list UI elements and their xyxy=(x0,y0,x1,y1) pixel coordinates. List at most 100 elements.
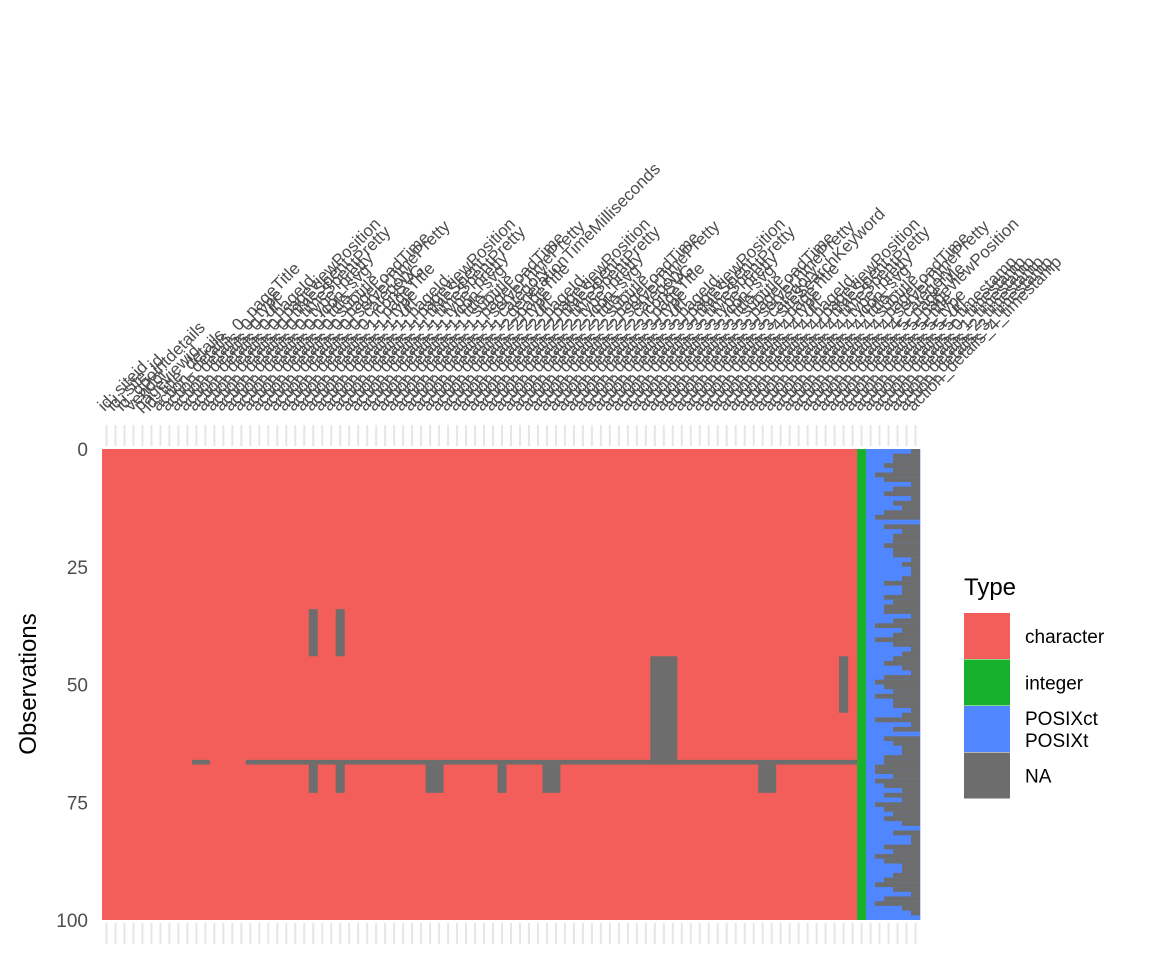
legend: Type character integer POSIXct POSIXt NA xyxy=(964,574,1105,799)
missing-row-segment xyxy=(884,609,920,614)
data-cells xyxy=(102,449,921,920)
missing-row-segment xyxy=(893,642,920,647)
missing-row-segment xyxy=(875,769,920,774)
missing-row-segment xyxy=(884,755,920,760)
y-axis-ticks: 0 25 50 75 100 xyxy=(56,440,88,932)
missing-block xyxy=(497,764,507,793)
missing-row-segment xyxy=(902,562,920,567)
missing-row-segment xyxy=(902,665,920,671)
legend-label-line: NA xyxy=(1025,767,1052,788)
missing-row-segment xyxy=(884,858,920,864)
missing-row-segment xyxy=(884,524,920,530)
missing-row-segment xyxy=(911,496,920,501)
missing-row-segment xyxy=(893,500,920,506)
missing-row-segment xyxy=(893,618,920,624)
missing-row-segment xyxy=(875,778,920,784)
missing-row-segment xyxy=(902,505,920,511)
legend-label-line: character xyxy=(1025,627,1105,648)
missing-row-segment xyxy=(911,449,920,454)
missing-row-segment xyxy=(884,806,920,812)
missing-row-segment xyxy=(902,576,920,581)
missing-row-segment xyxy=(875,764,920,770)
missing-row-segment xyxy=(911,646,920,652)
missing-block xyxy=(542,764,561,793)
missing-row-segment xyxy=(884,477,920,482)
missing-row-segment xyxy=(893,773,920,779)
missing-row-segment xyxy=(911,708,920,713)
missing-row-segment xyxy=(884,877,920,883)
missing-row-segment xyxy=(875,514,920,520)
missing-row-segment xyxy=(911,557,920,563)
missing-row-segment xyxy=(884,783,920,789)
missing-row-segment xyxy=(875,679,920,685)
legend-items: character integer POSIXct POSIXt NA xyxy=(964,613,1105,799)
missing-row-segment xyxy=(911,835,920,840)
y-tick-label: 50 xyxy=(67,676,88,697)
missing-row-segment xyxy=(911,571,920,577)
legend-label: NA xyxy=(1025,767,1052,788)
y-tick-label: 25 xyxy=(67,558,88,579)
missing-row-segment xyxy=(902,788,920,793)
missing-row-segment xyxy=(893,689,920,694)
missing-row-segment xyxy=(893,887,920,892)
legend-label-line: POSIXt xyxy=(1025,731,1089,752)
missing-row-segment xyxy=(902,868,920,873)
missing-row-segment xyxy=(902,821,920,826)
missing-row-segment xyxy=(902,712,920,718)
missing-row-segment xyxy=(893,741,920,746)
missing-row-segment xyxy=(884,896,920,902)
missing-block xyxy=(335,609,345,657)
missing-row-segment xyxy=(893,849,920,855)
missing-row-segment xyxy=(884,844,920,850)
column-fill-character xyxy=(102,449,858,920)
missing-row-segment xyxy=(902,585,920,591)
missing-block xyxy=(245,759,858,765)
missing-block xyxy=(308,764,318,793)
missing-row-segment xyxy=(902,651,920,657)
missing-row-segment xyxy=(902,797,920,803)
missing-row-segment xyxy=(875,901,920,906)
legend-label: integer xyxy=(1025,674,1084,695)
missing-row-segment xyxy=(884,580,920,586)
missing-row-segment xyxy=(884,660,920,666)
legend-title: Type xyxy=(964,574,1016,601)
missing-row-segment xyxy=(893,547,920,553)
missing-row-segment xyxy=(884,759,920,765)
missing-row-segment xyxy=(893,632,920,638)
missing-row-segment xyxy=(911,722,920,727)
legend-swatch xyxy=(964,613,1010,659)
missing-row-segment xyxy=(893,599,920,605)
missing-row-segment xyxy=(902,745,920,751)
missing-block xyxy=(425,764,444,793)
missing-row-segment xyxy=(902,590,920,596)
y-axis-title: Observations xyxy=(15,613,42,754)
legend-label-line: POSIXct xyxy=(1025,709,1099,730)
missing-row-segment xyxy=(875,693,920,699)
y-tick-label: 100 xyxy=(56,911,88,932)
missing-row-segment xyxy=(884,510,920,515)
missing-row-segment xyxy=(902,529,920,534)
missing-row-segment xyxy=(902,750,920,756)
missing-row-segment xyxy=(875,717,920,723)
missing-row-segment xyxy=(875,854,920,859)
legend-label: POSIXct POSIXt xyxy=(1025,709,1099,752)
missing-row-segment xyxy=(893,703,920,709)
missing-row-segment xyxy=(902,905,920,911)
missing-row-segment xyxy=(911,910,920,916)
missing-row-segment xyxy=(893,458,920,464)
missing-block xyxy=(650,656,678,765)
column-fill-integer xyxy=(857,449,867,920)
missing-block xyxy=(191,759,210,765)
missing-row-segment xyxy=(893,538,920,544)
missing-block xyxy=(308,609,318,657)
missing-row-segment xyxy=(893,656,920,661)
missing-row-segment xyxy=(884,792,920,798)
legend-label-line: integer xyxy=(1025,674,1084,695)
missing-block xyxy=(335,764,345,793)
missing-block xyxy=(758,764,777,793)
missing-row-segment xyxy=(875,802,920,807)
missing-row-segment xyxy=(902,627,920,633)
missing-row-segment xyxy=(875,623,920,628)
